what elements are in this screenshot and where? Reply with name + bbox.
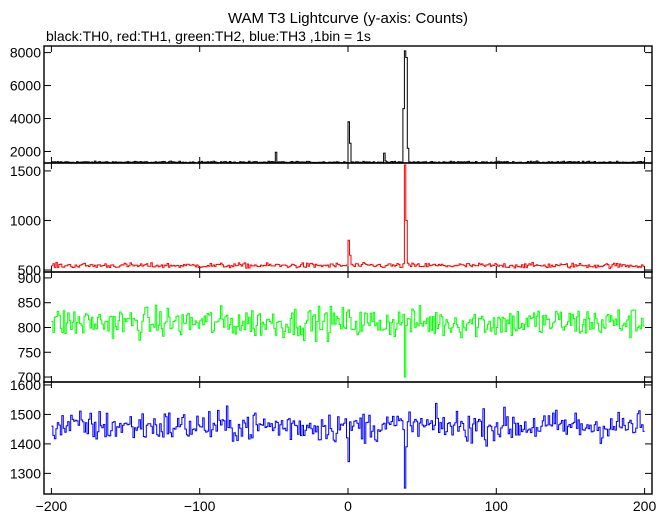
series-th0 xyxy=(51,50,645,163)
y-tick-label: 8000 xyxy=(10,45,41,61)
y-tick-label: 750 xyxy=(18,344,42,360)
panel-frame-th2 xyxy=(43,271,653,383)
x-tick-label: 0 xyxy=(344,498,352,514)
x-tick-label: −100 xyxy=(184,498,216,514)
y-tick-label: 1600 xyxy=(10,377,41,393)
y-tick-label: 1500 xyxy=(10,163,41,179)
chart-title: WAM T3 Lightcurve (y-axis: Counts) xyxy=(228,10,468,27)
y-tick-label: 800 xyxy=(18,319,42,335)
y-tick-label: 2000 xyxy=(10,143,41,159)
series-th1 xyxy=(51,164,645,269)
y-tick-label: 1000 xyxy=(10,212,41,228)
panel-th1: 500 1000 1500 xyxy=(10,162,653,278)
x-tick-label: 200 xyxy=(633,498,657,514)
series-th2 xyxy=(51,304,645,378)
x-tick-label: −200 xyxy=(36,498,68,514)
y-tick-label: 500 xyxy=(18,262,42,278)
y-tick-label: 900 xyxy=(18,270,42,286)
panel-th0: 2000 4000 6000 8000 xyxy=(10,45,653,164)
panel-th3: 1300 1400 1500 1600 xyxy=(10,377,653,495)
y-tick-label: 1300 xyxy=(10,465,41,481)
y-tick-label: 850 xyxy=(18,295,42,311)
series-th3 xyxy=(51,402,645,489)
chart-subtitle: black:TH0, red:TH1, green:TH2, blue:TH3 … xyxy=(46,28,371,44)
y-tick-label: 1500 xyxy=(10,406,41,422)
panel-th2: 700 750 800 850 900 xyxy=(18,270,653,385)
y-tick-label: 700 xyxy=(18,369,42,385)
y-tick-label: 1400 xyxy=(10,436,41,452)
y-tick-label: 6000 xyxy=(10,78,41,94)
x-tick-label: 100 xyxy=(485,498,509,514)
y-tick-label: 4000 xyxy=(10,111,41,127)
